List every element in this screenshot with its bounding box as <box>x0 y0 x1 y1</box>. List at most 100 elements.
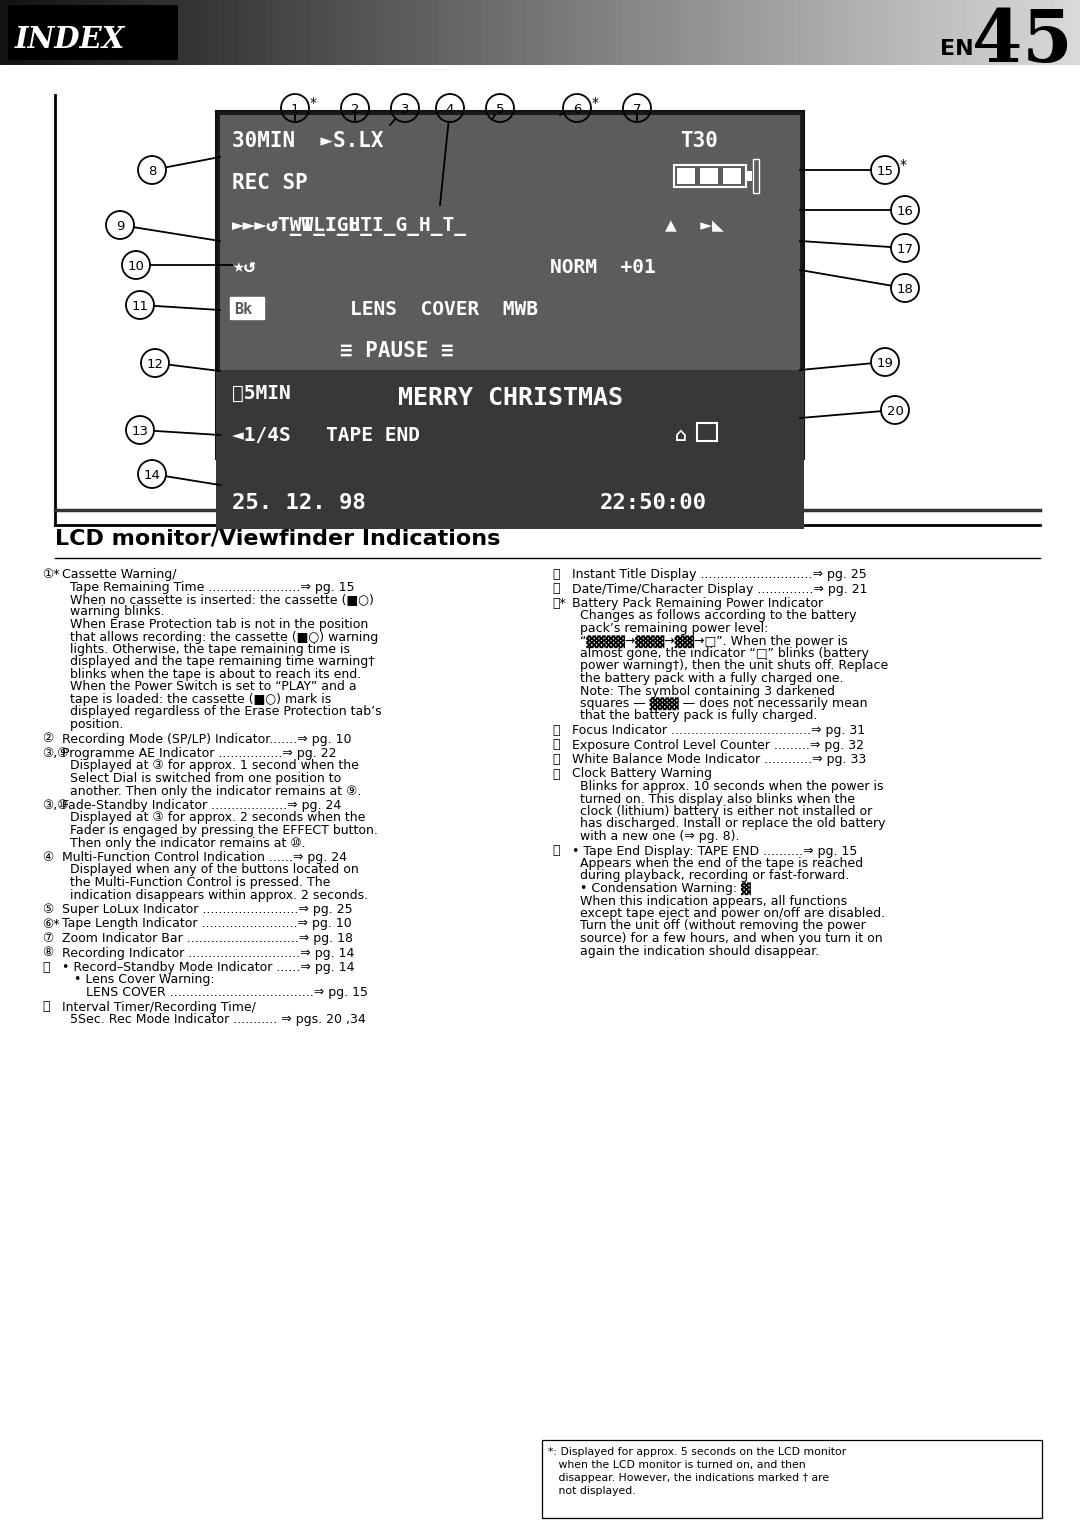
Text: *: * <box>310 97 318 110</box>
Text: Interval Timer/Recording Time/: Interval Timer/Recording Time/ <box>62 1001 256 1013</box>
Text: blinks when the tape is about to reach its end.: blinks when the tape is about to reach i… <box>62 668 361 681</box>
Bar <box>753 159 759 193</box>
Text: clock (lithium) battery is either not installed or: clock (lithium) battery is either not in… <box>572 805 873 819</box>
Text: ⑭: ⑭ <box>552 583 559 595</box>
Text: 5: 5 <box>496 103 504 117</box>
Text: 2: 2 <box>351 103 360 117</box>
Text: ⑱: ⑱ <box>552 753 559 766</box>
Text: 9: 9 <box>116 221 124 233</box>
Bar <box>230 297 264 319</box>
Text: again the indication should disappear.: again the indication should disappear. <box>572 944 820 958</box>
Text: except tape eject and power on/off are disabled.: except tape eject and power on/off are d… <box>572 908 886 920</box>
Text: • Lens Cover Warning:: • Lens Cover Warning: <box>62 973 215 987</box>
Text: ►►►↺T̲W̲I̲L̲I̲G̲H̲T̲: ►►►↺T̲W̲I̲L̲I̲G̲H̲T̲ <box>232 218 467 236</box>
Bar <box>216 110 804 458</box>
Text: Tape Length Indicator ........................⇒ pg. 10: Tape Length Indicator ..................… <box>62 917 352 931</box>
Text: 30MIN  ►S.LX: 30MIN ►S.LX <box>232 130 383 150</box>
Text: that the battery pack is fully charged.: that the battery pack is fully charged. <box>572 710 818 722</box>
Text: ⑬: ⑬ <box>552 569 559 581</box>
Text: 13: 13 <box>132 425 149 438</box>
Text: EN: EN <box>940 38 974 58</box>
Text: NORM  +01: NORM +01 <box>550 258 656 277</box>
Text: “▓▓▓▓→▓▓▓→▓▓→□”. When the power is: “▓▓▓▓→▓▓▓→▓▓→□”. When the power is <box>572 635 848 647</box>
Text: Multi-Function Control Indication ......⇒ pg. 24: Multi-Function Control Indication ......… <box>62 851 347 865</box>
Text: the battery pack with a fully charged one.: the battery pack with a fully charged on… <box>572 671 843 685</box>
Text: 20: 20 <box>887 405 904 419</box>
Text: ⌛5MIN: ⌛5MIN <box>232 383 291 403</box>
Text: 16: 16 <box>896 205 914 218</box>
Text: ⑮*: ⑮* <box>552 596 566 610</box>
Text: another. Then only the indicator remains at ⑨.: another. Then only the indicator remains… <box>62 785 362 797</box>
Text: Recording Mode (SP/LP) Indicator.......⇒ pg. 10: Recording Mode (SP/LP) Indicator.......⇒… <box>62 733 351 745</box>
Text: 25. 12. 98: 25. 12. 98 <box>232 494 366 514</box>
Text: Clock Battery Warning: Clock Battery Warning <box>572 768 712 780</box>
Text: • Condensation Warning: ▓: • Condensation Warning: ▓ <box>572 881 751 895</box>
Text: the Multi-Function Control is pressed. The: the Multi-Function Control is pressed. T… <box>62 875 330 889</box>
Text: Super LoLux Indicator ........................⇒ pg. 25: Super LoLux Indicator ..................… <box>62 903 353 917</box>
Text: almost gone, the indicator “□” blinks (battery: almost gone, the indicator “□” blinks (b… <box>572 647 869 661</box>
Text: ③,⑩: ③,⑩ <box>42 799 68 812</box>
Text: ①*: ①* <box>42 569 59 581</box>
Text: Fade-Standby Indicator ...................⇒ pg. 24: Fade-Standby Indicator .................… <box>62 799 341 812</box>
Text: Appears when the end of the tape is reached: Appears when the end of the tape is reac… <box>572 857 863 871</box>
Text: LCD monitor/Viewfinder Indications: LCD monitor/Viewfinder Indications <box>55 529 500 549</box>
Text: Displayed at ③ for approx. 2 seconds when the: Displayed at ③ for approx. 2 seconds whe… <box>62 811 365 825</box>
Text: 17: 17 <box>896 244 914 256</box>
Text: *: * <box>900 158 907 172</box>
Text: Instant Title Display ............................⇒ pg. 25: Instant Title Display ..................… <box>572 569 867 581</box>
Text: When no cassette is inserted: the cassette (■○): When no cassette is inserted: the casset… <box>62 593 374 606</box>
Text: 18: 18 <box>896 284 914 296</box>
Text: displayed regardless of the Erase Protection tab’s: displayed regardless of the Erase Protec… <box>62 705 381 719</box>
Text: Tape Remaining Time .......................⇒ pg. 15: Tape Remaining Time ....................… <box>62 581 354 593</box>
Text: not displayed.: not displayed. <box>548 1485 636 1496</box>
Text: When Erase Protection tab is not in the position: When Erase Protection tab is not in the … <box>62 618 368 632</box>
Bar <box>746 172 752 181</box>
Text: INDEX: INDEX <box>15 25 125 54</box>
Text: Bk: Bk <box>234 302 253 317</box>
Text: Fader is engaged by pressing the EFFECT button.: Fader is engaged by pressing the EFFECT … <box>62 825 378 837</box>
Text: Blinks for approx. 10 seconds when the power is: Blinks for approx. 10 seconds when the p… <box>572 780 883 793</box>
Text: LENS COVER ....................................⇒ pg. 15: LENS COVER .............................… <box>62 986 368 1000</box>
Text: Battery Pack Remaining Power Indicator: Battery Pack Remaining Power Indicator <box>572 596 823 610</box>
Text: Exposure Control Level Counter .........⇒ pg. 32: Exposure Control Level Counter .........… <box>572 739 864 751</box>
Text: Zoom Indicator Bar ............................⇒ pg. 18: Zoom Indicator Bar .....................… <box>62 932 353 944</box>
Text: Select Dial is switched from one position to: Select Dial is switched from one positio… <box>62 773 341 785</box>
Text: Displayed when any of the buttons located on: Displayed when any of the buttons locate… <box>62 863 359 877</box>
Text: lights. Otherwise, the tape remaining time is: lights. Otherwise, the tape remaining ti… <box>62 642 350 656</box>
Bar <box>700 169 718 184</box>
Text: has discharged. Install or replace the old battery: has discharged. Install or replace the o… <box>572 817 886 831</box>
Text: 5Sec. Rec Mode Indicator ........... ⇒ pgs. 20 ,34: 5Sec. Rec Mode Indicator ........... ⇒ p… <box>62 1013 366 1026</box>
Text: ⑦: ⑦ <box>42 932 53 944</box>
Text: Date/Time/Character Display ..............⇒ pg. 21: Date/Time/Character Display ............… <box>572 583 867 595</box>
Text: • Tape End Display: TAPE END ..........⇒ pg. 15: • Tape End Display: TAPE END ..........⇒… <box>572 845 858 857</box>
Text: Programme AE Indicator ................⇒ pg. 22: Programme AE Indicator ................⇒… <box>62 747 337 760</box>
Text: ⑧: ⑧ <box>42 946 53 960</box>
Text: 19: 19 <box>877 357 893 369</box>
Text: • Record–Standby Mode Indicator ......⇒ pg. 14: • Record–Standby Mode Indicator ......⇒ … <box>62 961 354 973</box>
Bar <box>723 169 741 184</box>
Bar <box>8 5 178 60</box>
Text: ⑫: ⑫ <box>42 1001 50 1013</box>
Text: 6: 6 <box>572 103 581 117</box>
Text: 7: 7 <box>633 103 642 117</box>
Text: ③,⑨: ③,⑨ <box>42 747 68 760</box>
Text: with a new one (⇒ pg. 8).: with a new one (⇒ pg. 8). <box>572 829 740 843</box>
Bar <box>216 458 804 529</box>
Text: 14: 14 <box>144 469 161 481</box>
Text: 45: 45 <box>972 6 1072 77</box>
Text: warning blinks.: warning blinks. <box>62 606 164 618</box>
Bar <box>697 423 717 442</box>
Text: Cassette Warning/: Cassette Warning/ <box>62 569 176 581</box>
Text: ⑯: ⑯ <box>552 724 559 737</box>
Text: 3: 3 <box>401 103 409 117</box>
Text: ②: ② <box>42 733 53 745</box>
Text: turned on. This display also blinks when the: turned on. This display also blinks when… <box>572 793 855 805</box>
Text: ⑤: ⑤ <box>42 903 53 917</box>
Text: displayed and the tape remaining time warning†: displayed and the tape remaining time wa… <box>62 656 375 668</box>
Text: Changes as follows according to the battery: Changes as follows according to the batt… <box>572 610 856 622</box>
Text: LENS  COVER  MWB: LENS COVER MWB <box>350 300 538 319</box>
Text: when the LCD monitor is turned on, and then: when the LCD monitor is turned on, and t… <box>548 1459 806 1470</box>
Text: ⑪: ⑪ <box>42 961 50 973</box>
Text: 10: 10 <box>127 261 145 273</box>
Text: disappear. However, the indications marked † are: disappear. However, the indications mark… <box>548 1473 829 1482</box>
